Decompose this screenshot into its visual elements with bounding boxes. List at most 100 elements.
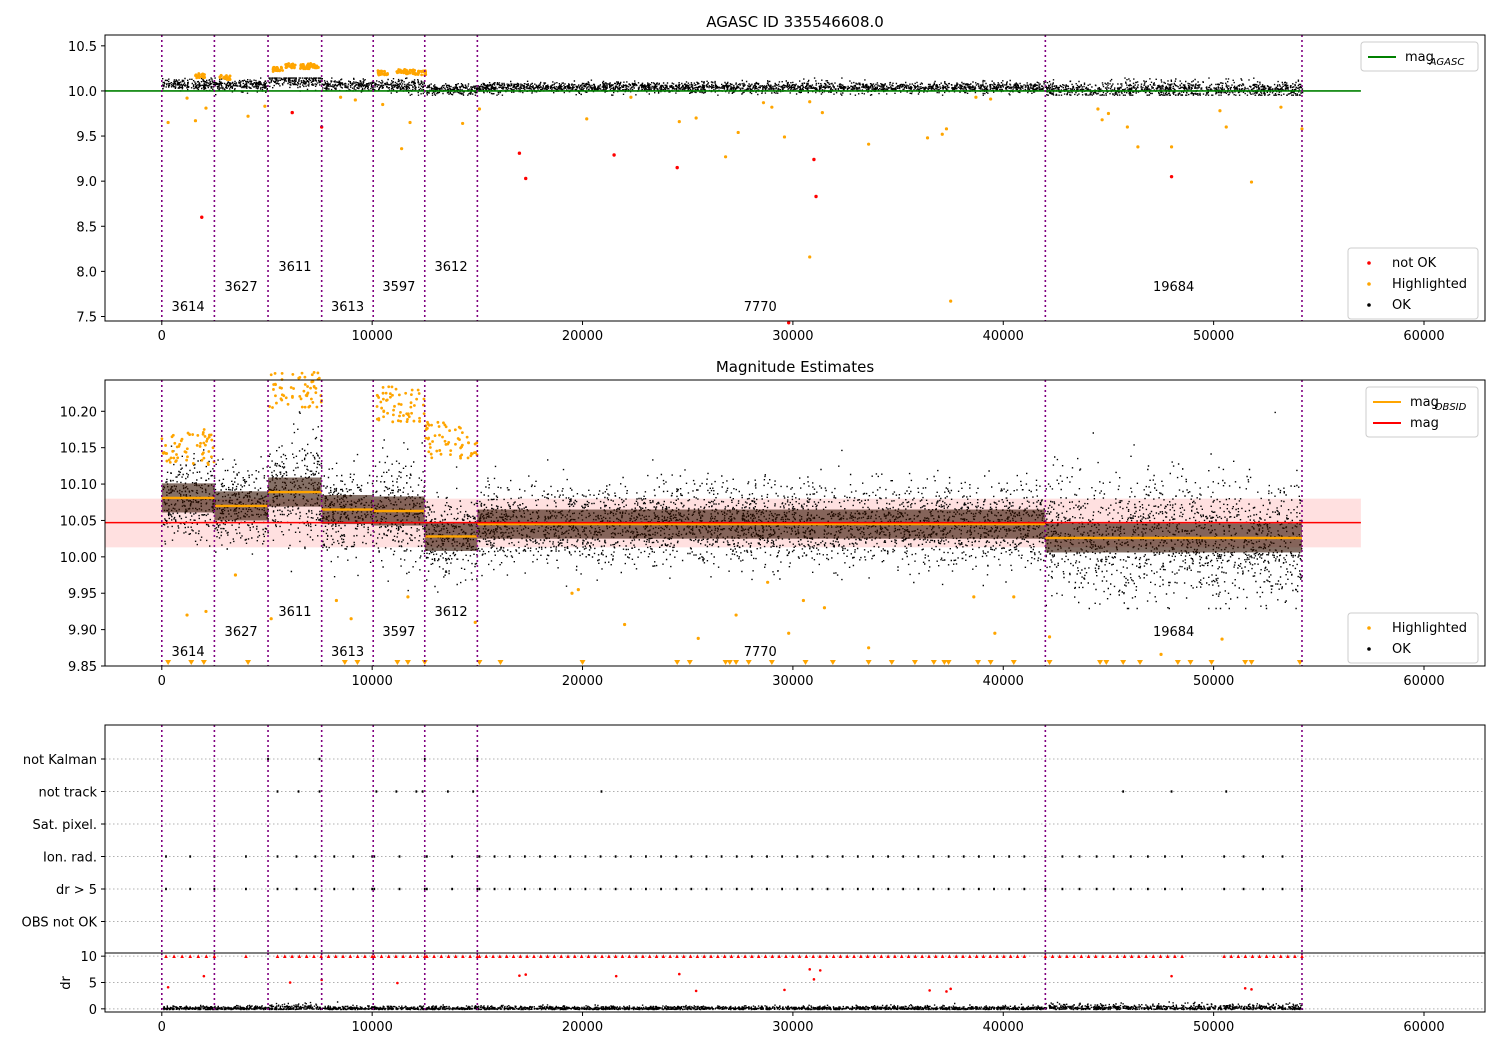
mid-ytick-label-2: 9.95 [68, 587, 97, 602]
dr-clipped-mark-5-47 [797, 954, 802, 958]
flags-mark-3-6-3 [1095, 855, 1098, 858]
flags-mark-4-5-6 [569, 887, 572, 891]
mid-ytick-label-6: 10.15 [60, 442, 97, 457]
mid-highlight-point-10 [623, 622, 627, 627]
dr-clipped-mark-5-28 [668, 954, 672, 958]
mid-highlight-cluster-3-19 [179, 439, 183, 443]
dr-clipped-mark-2-8 [333, 954, 338, 958]
dr-clipped-mark-5-37 [729, 954, 734, 958]
mid-highlight-cluster-1-13 [407, 415, 411, 419]
dr-clipped-mark-4-6 [468, 954, 472, 958]
top-highlight-bump-7-21 [420, 70, 424, 74]
panel-top-points [105, 62, 1361, 325]
top-obsid-label-2: 3611 [278, 260, 311, 275]
mid-highlight-point-3 [269, 617, 273, 621]
flags-mark-4-0-1 [189, 887, 192, 891]
dr-clipped-mark-5-26 [654, 954, 659, 958]
top-obsid-label-7: 19684 [1153, 280, 1194, 295]
mid-highlight-cluster-0-8 [274, 394, 277, 398]
top-highlight-bump-4-22 [377, 72, 380, 76]
flags-mark-4-5-9 [614, 887, 617, 891]
top-highlight-bump-3-21 [311, 66, 315, 69]
mid-highlight-cluster-3-29 [198, 445, 202, 448]
flags-mark-3-5-5 [554, 855, 557, 858]
mid-highlight-cluster-1-42 [387, 385, 391, 389]
flags-mark-4-1-0 [245, 887, 247, 891]
flags-mark-4-6-6 [1146, 887, 1149, 891]
mid-highlight-cluster-2-31 [453, 428, 457, 432]
flags-mark-1-4-0 [1122, 790, 1125, 793]
mid-highlight-cluster-3-7 [207, 450, 211, 453]
flags-mark-3-5-17 [735, 855, 738, 858]
top-highlight-point-28 [944, 127, 949, 131]
flags-mark-1-0-2 [318, 790, 321, 793]
mid-highlight-cluster-0-55 [271, 406, 274, 409]
dr-clipped-mark-3-4 [401, 954, 405, 958]
mid-highlight-cluster-0-56 [299, 397, 303, 401]
flags-mark-4-3-2 [423, 887, 426, 891]
dr-clipped-mark-7-11 [1300, 954, 1304, 958]
mid-highlight-point-12 [734, 613, 738, 617]
dr-clipped-mark-5-80 [1022, 954, 1027, 958]
flags-mark-4-5-17 [735, 887, 738, 891]
top-xtick-label-1: 10000 [351, 329, 392, 344]
top-highlight-bump-3-23 [307, 62, 310, 66]
dr-clipped-mark-7-8 [1278, 954, 1283, 958]
top-notok-point-4 [524, 176, 528, 181]
mid-highlight-cluster-1-7 [398, 414, 401, 418]
mid-highlight-cluster-1-31 [409, 401, 413, 405]
mid-highlight-cluster-3-22 [168, 460, 172, 464]
top-xtick-label-4: 40000 [983, 329, 1024, 344]
dr-red-point-6 [524, 973, 528, 976]
mid-highlight-cluster-3-48 [191, 462, 195, 465]
dr-clipped-mark-5-29 [675, 954, 679, 958]
dr-clipped-mark-5-60 [886, 954, 890, 958]
dr-clipped-mark-6-16 [1158, 954, 1163, 958]
top-highlight-point-17 [723, 155, 728, 159]
flags-mark-3-5-22 [811, 855, 814, 858]
top-highlight-point-22 [808, 100, 812, 104]
mid-highlight-point-23 [1220, 637, 1224, 641]
dr-clipped-mark-5-16 [586, 954, 591, 958]
dr-clipped-mark-0-6 [212, 954, 217, 958]
dr-clipped-mark-5-62 [899, 954, 904, 958]
mid-highlight-cluster-0-51 [300, 371, 304, 375]
flags-mark-3-5-2 [508, 855, 511, 858]
top-highlight-point-12 [477, 107, 482, 111]
dr-red-point-7 [614, 974, 618, 978]
mid-highlight-cluster-0-45 [314, 391, 318, 395]
dr-clipped-mark-5-34 [709, 954, 713, 958]
mid-highlight-cluster-0-46 [317, 376, 321, 380]
mid-highlight-cluster-1-22 [418, 416, 421, 420]
dr-clipped-mark-6-17 [1165, 954, 1170, 958]
mid-highlight-cluster-3-6 [210, 438, 214, 442]
dr-clipped-mark-6-10 [1115, 954, 1120, 958]
top-highlight-bump-6-21 [403, 69, 407, 73]
flags-mark-3-5-15 [705, 855, 708, 858]
mid-legend-lower-swatch-0 [1367, 626, 1371, 630]
mid-highlight-cluster-1-58 [413, 404, 416, 407]
dr-clipped-mark-3-5 [408, 954, 413, 958]
mid-highlight-cluster-2-33 [431, 440, 434, 443]
flags-mark-3-6-6 [1146, 855, 1149, 858]
top-highlight-bump-3-17 [315, 65, 319, 69]
mid-ytick-label-3: 10.00 [60, 551, 97, 566]
mid-highlight-cluster-3-28 [186, 455, 189, 459]
flags-mark-4-6-7 [1164, 887, 1166, 891]
flags-mark-3-2-5 [371, 855, 374, 858]
dr-clipped-mark-3-6 [415, 954, 420, 958]
top-highlight-point-35 [1125, 125, 1129, 129]
mid-highlight-cluster-0-12 [268, 405, 271, 408]
mid-highlight-cluster-1-26 [415, 397, 419, 401]
dr-clipped-mark-5-22 [627, 954, 632, 958]
flags-mark-3-5-25 [856, 855, 859, 858]
mid-highlight-cluster-3-45 [200, 458, 204, 462]
flags-mark-4-4-2 [476, 887, 479, 891]
dr-red-point-16 [949, 987, 952, 991]
dr-clipped-mark-5-54 [845, 954, 850, 958]
dr-clipped-mark-6-14 [1144, 954, 1148, 958]
top-highlight-bump-2-23 [301, 62, 305, 66]
dr-clipped-mark-5-42 [763, 954, 768, 958]
top-ytick-label-0: 7.5 [76, 310, 97, 325]
dr-ok-cloud-1 [215, 1004, 270, 1011]
